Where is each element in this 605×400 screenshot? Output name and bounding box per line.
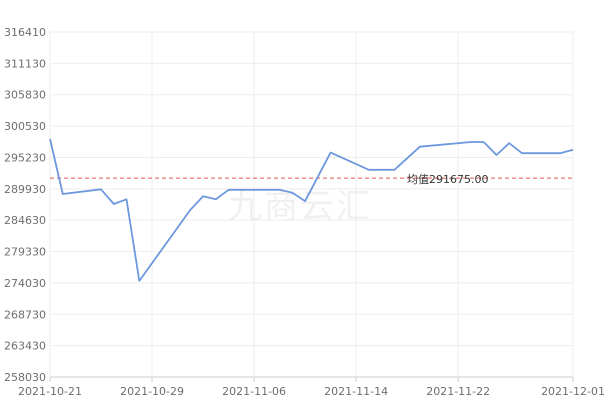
data-point[interactable]: [506, 140, 512, 146]
x-tick-label: 2021-11-06: [222, 385, 286, 398]
x-axis: 2021-10-21 2021-10-29 2021-11-06 2021-11-14…: [18, 376, 605, 398]
y-tick-label: 300530: [4, 120, 46, 133]
data-point[interactable]: [481, 139, 487, 145]
data-point[interactable]: [277, 187, 283, 193]
data-point[interactable]: [570, 147, 576, 153]
data-point[interactable]: [328, 150, 334, 156]
y-tick-label: 268730: [4, 308, 46, 321]
y-tick-label: 263430: [4, 340, 46, 353]
data-point[interactable]: [302, 198, 308, 204]
data-point[interactable]: [519, 150, 525, 156]
y-tick-label: 295230: [4, 151, 46, 164]
x-tick-label: 2021-10-21: [18, 385, 82, 398]
data-point[interactable]: [124, 196, 130, 202]
data-point[interactable]: [289, 190, 295, 196]
y-tick-label: 316410: [4, 26, 46, 39]
data-point[interactable]: [200, 193, 206, 199]
y-tick-label: 284630: [4, 214, 46, 227]
y-axis: 316410 311130 305830 300530 295230 289930 2846…: [4, 26, 46, 384]
data-point[interactable]: [47, 136, 53, 142]
data-point[interactable]: [111, 201, 117, 207]
mean-line-group: 均值291675.00: [50, 173, 573, 186]
series-group: [47, 136, 576, 284]
x-tick-label: 2021-12-01: [541, 385, 605, 398]
data-point[interactable]: [391, 167, 397, 173]
watermark: 九商云汇: [228, 187, 372, 227]
y-tick-label: 258030: [4, 371, 46, 384]
data-point[interactable]: [187, 207, 193, 213]
data-point[interactable]: [136, 278, 142, 284]
data-point[interactable]: [468, 139, 474, 145]
y-tick-label: 279330: [4, 246, 46, 259]
data-point[interactable]: [493, 152, 499, 158]
y-tick-label: 289930: [4, 183, 46, 196]
x-tick-label: 2021-11-22: [426, 385, 490, 398]
data-point[interactable]: [213, 196, 219, 202]
series-line: [49, 138, 574, 282]
x-tick-label: 2021-11-14: [324, 385, 388, 398]
data-point[interactable]: [557, 150, 563, 156]
x-tick-label: 2021-10-29: [120, 385, 184, 398]
data-point[interactable]: [366, 167, 372, 173]
mean-line-label: 均值291675.00: [407, 173, 489, 186]
y-tick-label: 274030: [4, 277, 46, 290]
data-point[interactable]: [226, 187, 232, 193]
data-point[interactable]: [98, 186, 104, 192]
data-point[interactable]: [417, 144, 423, 150]
y-tick-label: 305830: [4, 89, 46, 102]
data-point[interactable]: [60, 191, 66, 197]
y-tick-label: 311130: [4, 57, 46, 70]
